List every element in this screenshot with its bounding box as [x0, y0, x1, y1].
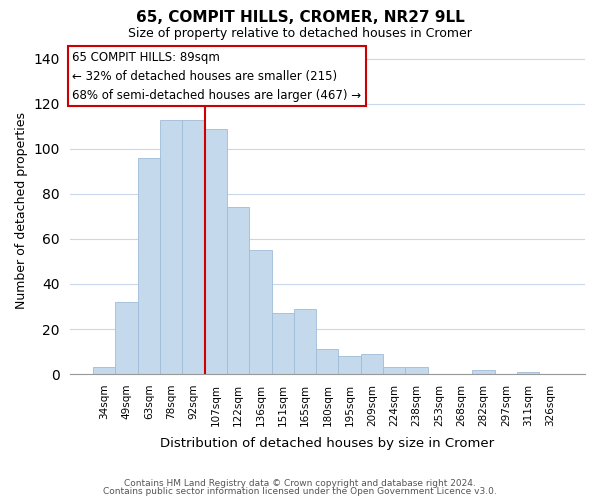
Bar [472, 370, 494, 374]
Text: 65, COMPIT HILLS, CROMER, NR27 9LL: 65, COMPIT HILLS, CROMER, NR27 9LL [136, 10, 464, 25]
Bar [227, 208, 249, 374]
Text: 65 COMPIT HILLS: 89sqm
← 32% of detached houses are smaller (215)
68% of semi-de: 65 COMPIT HILLS: 89sqm ← 32% of detached… [72, 51, 361, 102]
Bar [182, 120, 205, 374]
Bar [93, 368, 115, 374]
Bar [115, 302, 137, 374]
Bar [361, 354, 383, 374]
Text: Contains public sector information licensed under the Open Government Licence v3: Contains public sector information licen… [103, 487, 497, 496]
Bar [160, 120, 182, 374]
Bar [205, 128, 227, 374]
Bar [406, 368, 428, 374]
Bar [272, 313, 294, 374]
Bar [137, 158, 160, 374]
Bar [517, 372, 539, 374]
X-axis label: Distribution of detached houses by size in Cromer: Distribution of detached houses by size … [160, 437, 494, 450]
Bar [383, 368, 406, 374]
Bar [338, 356, 361, 374]
Bar [249, 250, 272, 374]
Y-axis label: Number of detached properties: Number of detached properties [15, 112, 28, 310]
Text: Size of property relative to detached houses in Cromer: Size of property relative to detached ho… [128, 28, 472, 40]
Bar [294, 308, 316, 374]
Text: Contains HM Land Registry data © Crown copyright and database right 2024.: Contains HM Land Registry data © Crown c… [124, 478, 476, 488]
Bar [316, 350, 338, 374]
